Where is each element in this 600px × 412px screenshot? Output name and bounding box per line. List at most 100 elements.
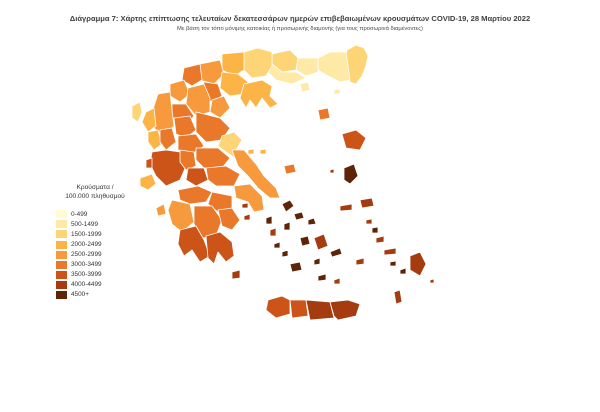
region-kalymnos: [375, 235, 385, 244]
region-naxos: [313, 233, 329, 251]
legend-item: 0-499: [52, 209, 142, 219]
region-andros: [281, 199, 295, 213]
legend-label: 500-1499: [71, 220, 99, 228]
region-lakonia: [205, 231, 235, 265]
region-irakleio: [305, 299, 335, 321]
legend-label: 1500-1999: [71, 230, 102, 238]
region-chios: [343, 163, 359, 185]
region-anafi: [333, 277, 341, 285]
region-thasos: [299, 81, 311, 93]
region-trikala: [173, 115, 197, 139]
region-kythira: [231, 269, 241, 280]
region-paros: [299, 235, 311, 247]
region-rethymno: [289, 299, 309, 319]
legend-item: 500-1499: [52, 219, 142, 229]
region-xanthi: [295, 57, 319, 77]
region-rodopi: [317, 51, 351, 83]
legend-label: 4500+: [71, 291, 89, 299]
region-rodos: [409, 251, 427, 277]
aegean-islands: [231, 81, 435, 305]
region-samos: [359, 197, 375, 209]
region-viotia: [205, 165, 241, 187]
region-tilos: [399, 267, 407, 275]
region-serifos: [273, 241, 281, 249]
region-kythnos: [269, 227, 277, 237]
region-achaia: [177, 185, 213, 205]
region-kos: [383, 247, 397, 256]
legend-swatch: [56, 230, 67, 239]
legend-item: 3500-3999: [52, 270, 142, 280]
region-argolida: [217, 207, 241, 231]
region-serres: [241, 47, 273, 79]
region-skyros: [283, 163, 297, 175]
region-evia: [231, 149, 281, 199]
legend-label: 4000-4499: [71, 281, 102, 289]
legend-swatch: [56, 210, 67, 219]
region-lefkada: [145, 157, 153, 169]
region-arta: [159, 127, 177, 151]
region-tinos: [293, 211, 305, 221]
legend-title: Κρούσματα / 100.000 πληθυσμού: [52, 184, 138, 201]
region-psara: [329, 168, 335, 174]
legend-label: 2500-2999: [71, 251, 102, 259]
region-skopelos: [259, 148, 267, 155]
legend-label: 3000-3499: [71, 261, 102, 269]
ionian-islands: [131, 101, 167, 217]
region-milos: [289, 261, 303, 273]
region-karpathos: [393, 289, 403, 305]
region-kavala: [267, 63, 307, 85]
legend-item: 2500-2999: [52, 250, 142, 260]
region-kea: [265, 215, 273, 225]
region-nisyros: [389, 260, 397, 267]
region-patmos: [365, 218, 373, 225]
legend-item: 2000-2499: [52, 239, 142, 249]
legend-items: 0-499 500-1499 1500-1999 2000-2499 2500-…: [52, 209, 142, 300]
region-samothraki: [333, 88, 341, 95]
region-aegina: [243, 213, 251, 221]
region-mykonos: [307, 217, 317, 226]
legend-swatch: [56, 280, 67, 289]
region-kefallonia: [139, 173, 157, 191]
legend-label: 0-499: [71, 210, 88, 218]
figure-subtitle: Με βάση τον τόπο μόνιμης κατοικίας ή προ…: [177, 26, 423, 32]
mainland-regions: [141, 44, 369, 265]
legend-swatch: [56, 290, 67, 299]
legend-label: 3500-3999: [71, 271, 102, 279]
region-kastellorizo: [429, 278, 435, 284]
legend-swatch: [56, 270, 67, 279]
region-lesvos: [341, 129, 367, 151]
legend: Κρούσματα / 100.000 πληθυσμού 0-499 500-…: [52, 184, 142, 300]
legend-swatch: [56, 220, 67, 229]
region-messinia: [177, 225, 211, 263]
region-salamina: [241, 202, 249, 209]
legend-swatch: [56, 240, 67, 249]
legend-swatch: [56, 250, 67, 259]
region-chania: [265, 295, 291, 319]
region-attiki: [233, 183, 265, 213]
crete: [265, 295, 361, 321]
legend-swatch: [56, 260, 67, 269]
figure-title: Διάγραμμα 7: Χάρτης επίπτωσης τελευταίων…: [69, 14, 531, 23]
region-thesprotia: [141, 107, 157, 133]
region-limnos: [317, 107, 331, 121]
region-preveza: [147, 129, 163, 151]
region-lasithi: [329, 299, 361, 321]
region-zakynthos: [155, 203, 167, 217]
region-amorgos: [329, 247, 343, 258]
region-syros: [283, 221, 291, 231]
region-florina: [181, 63, 203, 87]
region-thira: [317, 273, 327, 282]
legend-item: 4000-4499: [52, 280, 142, 290]
legend-item: 3000-3499: [52, 260, 142, 270]
region-ikaria: [339, 203, 353, 212]
region-skiathos: [247, 148, 255, 155]
region-pieria: [209, 95, 231, 119]
region-leros: [371, 226, 379, 234]
region-ios: [313, 257, 321, 266]
region-astypalaia: [355, 257, 365, 266]
region-chalkidiki: [239, 79, 279, 109]
region-fokida: [185, 167, 209, 187]
legend-label: 2000-2499: [71, 241, 102, 249]
region-kerkyra: [131, 101, 143, 123]
